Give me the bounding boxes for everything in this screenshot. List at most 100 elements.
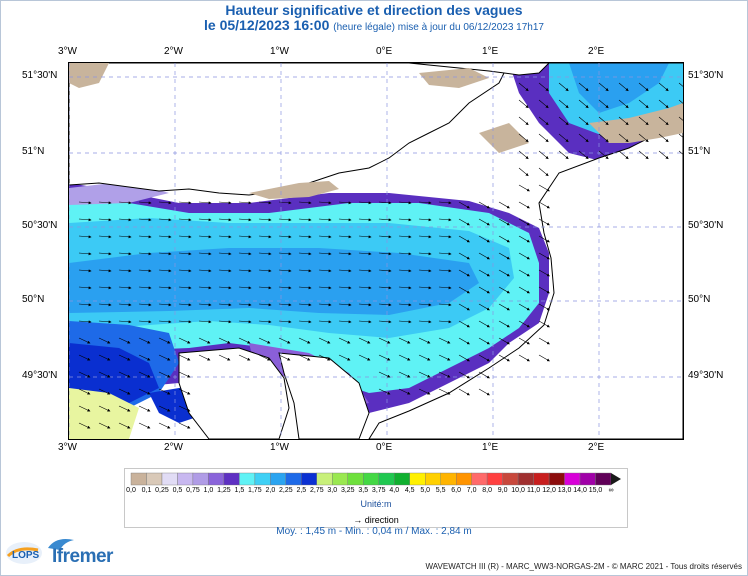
scale-swatch (301, 472, 318, 486)
wave-direction-arrow (538, 269, 550, 277)
wave-direction-arrow (218, 337, 231, 344)
wave-direction-arrow (258, 218, 272, 222)
scale-swatch (471, 472, 488, 486)
scale-value-label: 6,0 (451, 487, 462, 494)
wave-direction-arrow (338, 201, 352, 205)
wave-direction-arrow (538, 150, 549, 160)
wave-direction-arrow (138, 235, 152, 239)
scale-value-label: 0,25 (155, 487, 169, 494)
wave-direction-arrow (638, 116, 649, 126)
wave-direction-arrow (478, 252, 490, 260)
lon-label: 2°W (164, 46, 183, 57)
wave-direction-arrow (598, 99, 609, 109)
wave-direction-arrow (398, 235, 412, 239)
land-normandy (278, 352, 370, 439)
wave-direction-arrow (178, 388, 191, 395)
wave-direction-arrow (358, 235, 372, 239)
wave-direction-arrow (438, 269, 452, 273)
wave-direction-arrow (238, 286, 252, 290)
wave-direction-arrow (378, 235, 392, 239)
wave-direction-arrow (78, 422, 91, 429)
wave-direction-arrow (118, 354, 131, 361)
wave-direction-arrow (358, 354, 371, 361)
lat-label-left: 51°N (22, 146, 45, 157)
wave-direction-arrow (458, 218, 470, 226)
lat-label-right: 50°N (688, 294, 711, 305)
wave-direction-arrow (78, 218, 92, 222)
wave-direction-arrow (418, 286, 432, 290)
lon-label: 0°E (376, 442, 393, 453)
wave-direction-arrow (98, 235, 112, 239)
wave-direction-arrow (238, 303, 252, 307)
wave-direction-arrow (258, 320, 272, 324)
wave-direction-arrow (398, 286, 412, 290)
wave-direction-arrow (538, 133, 549, 143)
lon-label: 3°W (58, 46, 77, 57)
wave-direction-arrow (518, 235, 530, 243)
scale-value-label: 3,0 (327, 487, 338, 494)
wave-direction-arrow (498, 320, 510, 328)
wave-direction-arrow (158, 286, 172, 290)
wave-direction-arrow (518, 252, 530, 260)
land-beach-north (419, 68, 489, 88)
scale-swatch (595, 472, 612, 486)
wave-direction-arrow (238, 269, 252, 273)
wave-direction-arrow (358, 303, 372, 307)
land-cotentin (178, 347, 290, 439)
wave-direction-arrow (158, 252, 172, 256)
wave-direction-arrow (118, 303, 132, 307)
wave-direction-arrow (538, 99, 549, 109)
wave-direction-arrow (98, 388, 111, 395)
wave-direction-arrow (118, 371, 131, 378)
wave-direction-arrow (438, 201, 452, 205)
wave-direction-arrow (578, 133, 589, 143)
wave-direction-arrow (398, 388, 411, 395)
wave-direction-arrow (158, 218, 172, 222)
wave-direction-arrow (218, 286, 232, 290)
scale-value-label: 0,75 (186, 487, 200, 494)
wave-direction-arrow (438, 320, 452, 324)
wave-direction-arrow (518, 99, 529, 109)
wave-direction-arrow (378, 303, 392, 307)
wave-direction-arrow (538, 252, 550, 260)
wave-direction-arrow (518, 320, 530, 328)
wave-direction-arrow (498, 354, 510, 362)
wave-direction-arrow (178, 354, 191, 361)
wave-direction-arrow (458, 286, 470, 294)
wave-direction-arrow (118, 320, 132, 324)
wave-direction-arrow (238, 337, 251, 344)
wave-direction-arrow (378, 218, 392, 222)
wave-direction-arrow (518, 354, 530, 362)
wave-direction-arrow (198, 286, 212, 290)
wave-direction-arrow (338, 337, 351, 344)
wave-direction-arrow (438, 303, 452, 307)
wave-direction-arrow (618, 150, 629, 160)
scale-swatch (456, 472, 472, 486)
wave-direction-arrow (358, 286, 372, 290)
wave-direction-arrow (358, 218, 372, 222)
wave-direction-arrow (198, 252, 212, 256)
scale-swatch (285, 472, 302, 486)
wave-direction-arrow (538, 235, 550, 243)
scale-swatch (130, 472, 147, 486)
wave-direction-arrow (218, 201, 232, 205)
scale-value-label: 10,0 (511, 487, 525, 494)
arrow-icon: → (353, 515, 363, 525)
wave-direction-arrow (398, 371, 411, 378)
wave-direction-arrow (158, 303, 172, 307)
wave-direction-arrow (238, 218, 252, 222)
scale-swatch (564, 472, 581, 486)
wave-direction-arrow (618, 116, 629, 126)
wave-direction-arrow (118, 218, 132, 222)
scale-value-label: 1,75 (248, 487, 262, 494)
wave-direction-arrow (178, 422, 191, 429)
scale-swatch (409, 472, 426, 486)
wave-direction-arrow (518, 116, 529, 126)
scale-value-label: 4,0 (389, 487, 400, 494)
lon-label: 1°W (270, 442, 289, 453)
wave-direction-arrow (78, 371, 91, 378)
scale-value-label: 4,5 (404, 487, 415, 494)
wave-direction-arrow (118, 201, 132, 205)
scale-value-label: 13,0 (557, 487, 572, 494)
wave-direction-arrow (578, 99, 589, 109)
